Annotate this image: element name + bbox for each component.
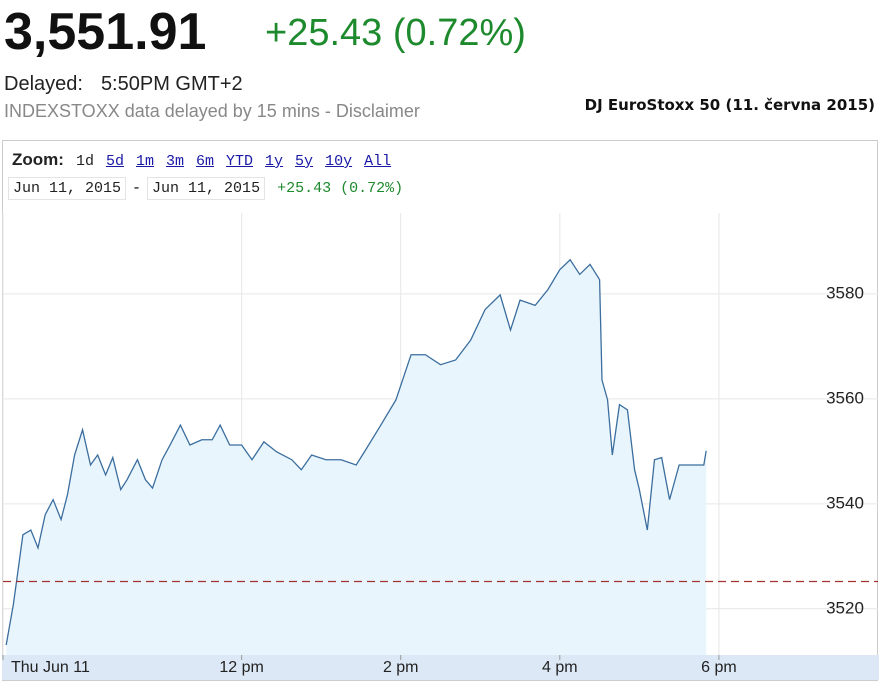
- delayed-time: 5:50PM GMT+2: [100, 73, 243, 95]
- y-tick-label: 3540: [826, 493, 864, 512]
- area-fill: [6, 259, 707, 655]
- chart: Thu Jun 11 12 pm 2 pm 4 pm 6 pm 3520 3540 3560 3…: [2, 213, 879, 680]
- zoom-label: Zoom:: [12, 150, 64, 169]
- date-range: Jun 11, 2015 - Jun 11, 2015 +25.43 (0.72…: [8, 177, 403, 200]
- x-tick-label: 6 pm: [701, 659, 737, 676]
- date-separator: -: [132, 180, 142, 197]
- caption: DJ EuroStoxx 50 (11. června 2015): [584, 96, 875, 114]
- zoom-option[interactable]: 6m: [196, 153, 215, 170]
- x-tick-label: Thu Jun 11: [11, 659, 90, 676]
- x-tick-label: 4 pm: [542, 659, 578, 676]
- y-tick-label: 3580: [826, 283, 864, 302]
- price-line: [5, 258, 707, 646]
- zoom-option[interactable]: 10y: [325, 153, 353, 170]
- zoom-option[interactable]: 5y: [295, 153, 314, 170]
- price-change: +25.43 (0.72%): [265, 12, 526, 54]
- y-tick-label: 3560: [826, 388, 864, 407]
- zoom-option[interactable]: All: [364, 153, 392, 170]
- x-axis-band: [2, 655, 879, 680]
- delayed-info: Delayed: 5:50PM GMT+2: [4, 73, 243, 96]
- zoom-bar: Zoom: 1d 5d 1m 3m 6m YTD 1y 5y 10y All: [12, 150, 391, 170]
- range-change: +25.43 (0.72%): [277, 180, 404, 197]
- zoom-option[interactable]: 3m: [165, 153, 184, 170]
- zoom-option[interactable]: 1y: [265, 153, 284, 170]
- y-tick-label: 3520: [826, 598, 864, 617]
- price: 3,551.91: [4, 3, 207, 61]
- delayed-label: Delayed:: [4, 73, 83, 95]
- date-to[interactable]: Jun 11, 2015: [147, 177, 266, 200]
- zoom-option[interactable]: 1d: [75, 153, 94, 170]
- disclaimer[interactable]: INDEXSTOXX data delayed by 15 mins - Dis…: [4, 101, 420, 121]
- zoom-option[interactable]: 1m: [135, 153, 154, 170]
- date-from[interactable]: Jun 11, 2015: [8, 177, 127, 200]
- x-tick-label: 2 pm: [383, 659, 419, 676]
- zoom-option[interactable]: 5d: [105, 153, 124, 170]
- zoom-option[interactable]: YTD: [226, 153, 254, 170]
- x-tick-label: 12 pm: [219, 659, 263, 676]
